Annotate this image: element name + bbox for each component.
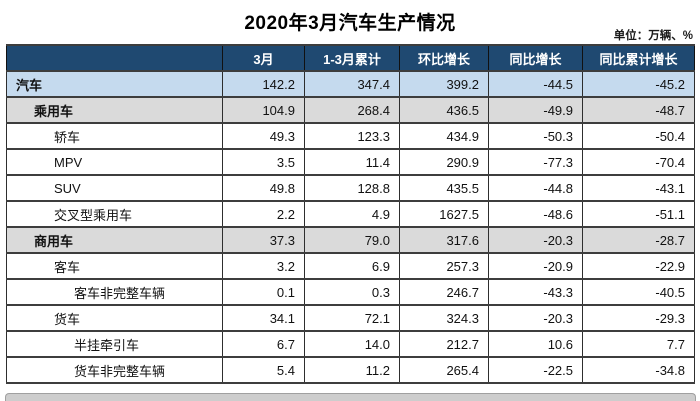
page-title: 2020年3月汽车生产情况 [244,13,456,34]
cell-value: -44.8 [488,174,583,202]
cell-value: -20.9 [488,252,583,280]
cell-value: -48.7 [582,96,695,124]
cell-value: -34.8 [582,356,695,384]
cell-value: 11.4 [304,148,400,176]
column-header: 同比增长 [488,44,583,72]
column-header: 环比增长 [399,44,489,72]
table-row: SUV 49.8 128.8 435.5 -44.8 -43.1 [6,174,695,202]
cell-value: 10.6 [488,330,583,358]
cell-value: 72.1 [304,304,400,332]
cell-value: 3.2 [222,252,305,280]
table-row: 客车 3.2 6.9 257.3 -20.9 -22.9 [6,252,695,280]
cell-value: -50.3 [488,122,583,150]
cell-value: -77.3 [488,148,583,176]
cell-value: 79.0 [304,226,400,254]
cell-value: 268.4 [304,96,400,124]
cell-value: 128.8 [304,174,400,202]
cell-value: 3.5 [222,148,305,176]
cell-value: 436.5 [399,96,489,124]
table-row: 货车 34.1 72.1 324.3 -20.3 -29.3 [6,304,695,332]
row-label: 汽车 [6,70,223,98]
column-header: 3月 [222,44,305,72]
cell-value: 6.9 [304,252,400,280]
cell-value: 6.7 [222,330,305,358]
cell-value: 7.7 [582,330,695,358]
cell-value: -48.6 [488,200,583,228]
cell-value: 324.3 [399,304,489,332]
cell-value: -50.4 [582,122,695,150]
cell-value: -45.2 [582,70,695,98]
cell-value: 0.3 [304,278,400,306]
table-row: 货车非完整车辆 5.4 11.2 265.4 -22.5 -34.8 [6,356,695,384]
table-row: 商用车 37.3 79.0 317.6 -20.3 -28.7 [6,226,695,254]
cell-value: -20.3 [488,226,583,254]
unit-label: 单位：万辆、% [613,30,693,42]
cell-value: 14.0 [304,330,400,358]
corner-header [6,44,223,72]
row-label: 客车 [6,252,223,280]
cell-value: 49.3 [222,122,305,150]
table-row: 汽车 142.2 347.4 399.2 -44.5 -45.2 [6,70,695,98]
production-table: 3月 1-3月累计 环比增长 同比增长 同比累计增长 汽车 142.2 347.4 399.2… [6,44,695,384]
row-label: MPV [6,148,223,176]
cell-value: -70.4 [582,148,695,176]
cell-value: -51.1 [582,200,695,228]
column-header: 1-3月累计 [304,44,400,72]
cell-value: 4.9 [304,200,400,228]
table-row: 乘用车 104.9 268.4 436.5 -49.9 -48.7 [6,96,695,124]
cell-value: -28.7 [582,226,695,254]
cell-value: 34.1 [222,304,305,332]
row-label: 商用车 [6,226,223,254]
table-row: 客车非完整车辆 0.1 0.3 246.7 -43.3 -40.5 [6,278,695,306]
cell-value: 104.9 [222,96,305,124]
row-label: 货车 [6,304,223,332]
cell-value: 257.3 [399,252,489,280]
table-body: 汽车 142.2 347.4 399.2 -44.5 -45.2 乘用车 104.9 268.4… [6,70,695,384]
cell-value: -40.5 [582,278,695,306]
cell-value: -44.5 [488,70,583,98]
table-row: 轿车 49.3 123.3 434.9 -50.3 -50.4 [6,122,695,150]
cell-value: 399.2 [399,70,489,98]
row-label: 轿车 [6,122,223,150]
cell-value: 11.2 [304,356,400,384]
cell-value: -29.3 [582,304,695,332]
row-label: SUV [6,174,223,202]
cell-value: 5.4 [222,356,305,384]
cell-value: 2.2 [222,200,305,228]
cell-value: 435.5 [399,174,489,202]
table-row: MPV 3.5 11.4 290.9 -77.3 -70.4 [6,148,695,176]
table-row: 交叉型乘用车 2.2 4.9 1627.5 -48.6 -51.1 [6,200,695,228]
row-label: 乘用车 [6,96,223,124]
table-row: 半挂牵引车 6.7 14.0 212.7 10.6 7.7 [6,330,695,358]
cell-value: 37.3 [222,226,305,254]
cell-value: 0.1 [222,278,305,306]
cell-value: -20.3 [488,304,583,332]
cell-value: -43.1 [582,174,695,202]
cell-value: 142.2 [222,70,305,98]
header-row: 3月 1-3月累计 环比增长 同比增长 同比累计增长 [6,44,695,72]
cell-value: -49.9 [488,96,583,124]
row-label: 半挂牵引车 [6,330,223,358]
cell-value: 246.7 [399,278,489,306]
cell-value: 434.9 [399,122,489,150]
cell-value: 1627.5 [399,200,489,228]
cell-value: 265.4 [399,356,489,384]
cell-value: 49.8 [222,174,305,202]
row-label: 交叉型乘用车 [6,200,223,228]
row-label: 客车非完整车辆 [6,278,223,306]
row-label: 货车非完整车辆 [6,356,223,384]
cell-value: -22.9 [582,252,695,280]
column-header: 同比累计增长 [582,44,695,72]
cell-value: -43.3 [488,278,583,306]
cell-value: 290.9 [399,148,489,176]
cell-value: 212.7 [399,330,489,358]
cell-value: 123.3 [304,122,400,150]
bottom-bar [5,393,696,401]
cell-value: 317.6 [399,226,489,254]
cell-value: 347.4 [304,70,400,98]
cell-value: -22.5 [488,356,583,384]
